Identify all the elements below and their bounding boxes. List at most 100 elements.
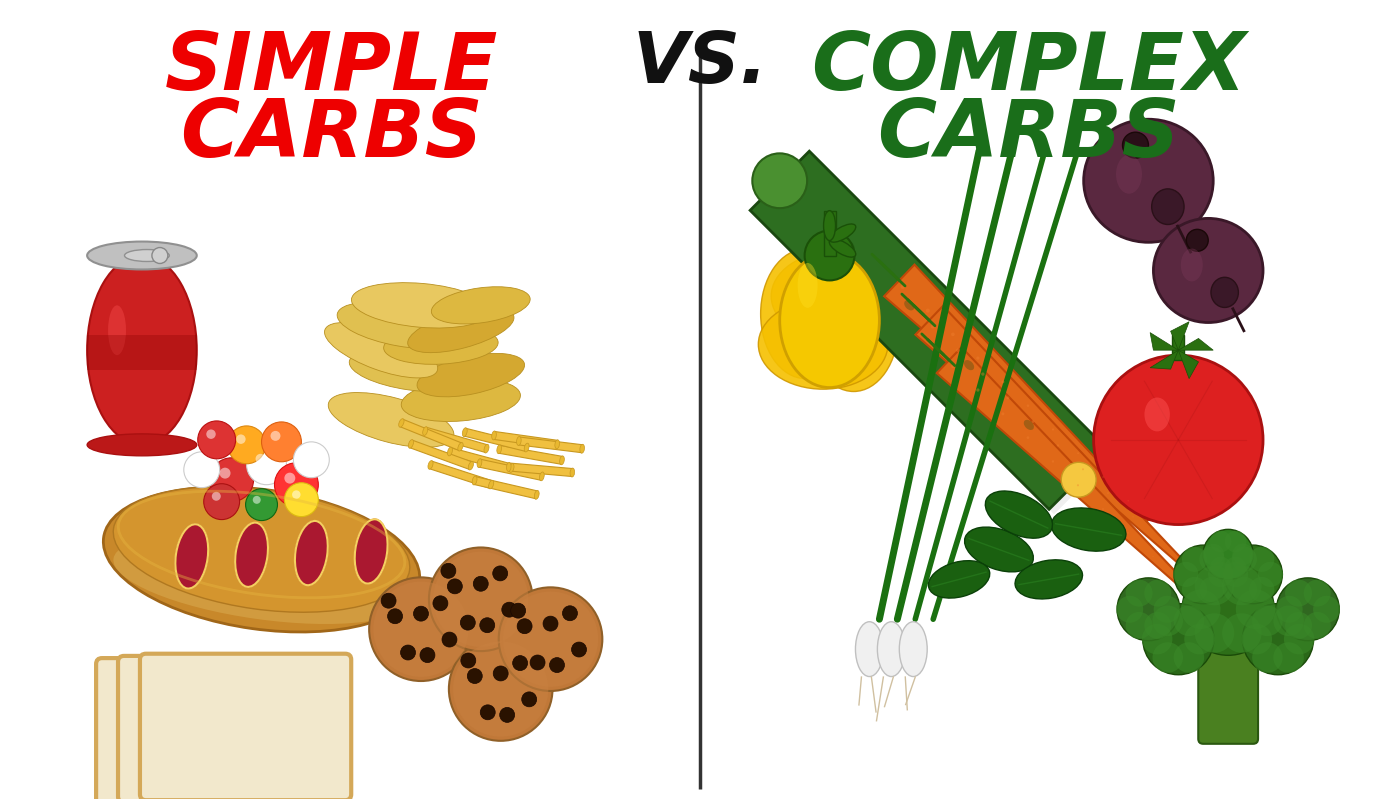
Circle shape [1259, 562, 1282, 587]
Ellipse shape [517, 437, 521, 446]
Ellipse shape [402, 378, 521, 422]
Circle shape [206, 430, 216, 439]
Circle shape [1184, 624, 1215, 654]
Ellipse shape [489, 480, 494, 489]
Circle shape [1152, 606, 1183, 636]
Circle shape [981, 373, 984, 376]
Circle shape [388, 609, 403, 624]
Ellipse shape [1084, 119, 1214, 242]
Polygon shape [449, 448, 512, 472]
Circle shape [531, 655, 545, 670]
Circle shape [498, 587, 602, 691]
Circle shape [1203, 530, 1253, 579]
Circle shape [1173, 642, 1204, 673]
Ellipse shape [458, 442, 463, 451]
Polygon shape [806, 207, 860, 261]
Ellipse shape [539, 472, 545, 481]
Ellipse shape [384, 326, 498, 364]
Circle shape [1175, 545, 1232, 604]
Polygon shape [479, 459, 543, 480]
Ellipse shape [1180, 249, 1203, 282]
Ellipse shape [491, 431, 497, 440]
Circle shape [253, 496, 260, 504]
Circle shape [1051, 429, 1054, 430]
Circle shape [1142, 603, 1214, 674]
Circle shape [1252, 606, 1282, 636]
Ellipse shape [844, 241, 854, 250]
Circle shape [480, 705, 496, 720]
Ellipse shape [337, 302, 465, 349]
Circle shape [1303, 612, 1330, 639]
Ellipse shape [829, 239, 855, 257]
Polygon shape [1179, 338, 1214, 350]
Circle shape [1154, 596, 1180, 622]
Circle shape [301, 450, 311, 459]
Polygon shape [750, 151, 1109, 510]
Ellipse shape [87, 434, 197, 456]
Ellipse shape [560, 456, 564, 465]
Polygon shape [1179, 350, 1198, 378]
FancyBboxPatch shape [1198, 634, 1259, 744]
Circle shape [381, 594, 396, 608]
Circle shape [183, 452, 220, 488]
Circle shape [1142, 624, 1172, 654]
Circle shape [976, 388, 980, 392]
Polygon shape [998, 400, 1051, 453]
Circle shape [1242, 603, 1313, 674]
Circle shape [1225, 530, 1246, 552]
Text: VS.: VS. [633, 29, 767, 98]
Circle shape [192, 460, 200, 469]
Circle shape [1082, 468, 1084, 470]
Ellipse shape [752, 154, 808, 208]
Circle shape [1224, 562, 1249, 587]
Circle shape [1249, 577, 1274, 602]
Text: CARBS: CARBS [878, 96, 1180, 174]
Circle shape [1001, 381, 1004, 383]
Circle shape [420, 648, 435, 662]
Ellipse shape [823, 210, 836, 241]
Ellipse shape [104, 487, 420, 632]
Ellipse shape [899, 622, 927, 677]
Circle shape [1277, 578, 1340, 641]
Ellipse shape [771, 251, 900, 341]
Circle shape [1232, 546, 1257, 572]
Ellipse shape [510, 464, 514, 473]
Circle shape [1123, 132, 1148, 158]
Circle shape [1274, 642, 1303, 673]
Ellipse shape [535, 490, 539, 499]
Ellipse shape [113, 534, 410, 624]
Ellipse shape [759, 299, 888, 389]
Circle shape [805, 230, 854, 281]
Circle shape [284, 473, 295, 484]
Circle shape [197, 421, 235, 458]
Polygon shape [1151, 333, 1179, 350]
Polygon shape [400, 419, 462, 450]
Circle shape [1182, 546, 1207, 572]
Text: SIMPLE: SIMPLE [165, 30, 498, 107]
Ellipse shape [965, 360, 974, 370]
Circle shape [370, 578, 473, 681]
Circle shape [1026, 405, 1029, 407]
Circle shape [493, 566, 508, 581]
Circle shape [433, 596, 448, 610]
Ellipse shape [462, 428, 468, 437]
Ellipse shape [829, 224, 855, 242]
FancyBboxPatch shape [97, 658, 308, 800]
FancyBboxPatch shape [118, 656, 329, 800]
Polygon shape [960, 362, 1014, 414]
Ellipse shape [1023, 420, 1035, 430]
Text: COMPLEX: COMPLEX [812, 30, 1246, 107]
Circle shape [433, 552, 528, 647]
Ellipse shape [507, 462, 511, 471]
Circle shape [1210, 530, 1232, 552]
Polygon shape [1151, 350, 1179, 369]
Ellipse shape [1211, 278, 1239, 307]
Ellipse shape [484, 444, 489, 453]
Ellipse shape [423, 426, 427, 435]
Circle shape [1285, 580, 1312, 606]
Polygon shape [1037, 438, 1091, 491]
Circle shape [246, 445, 287, 485]
Polygon shape [508, 463, 573, 477]
Circle shape [153, 247, 168, 263]
Circle shape [1224, 545, 1282, 604]
